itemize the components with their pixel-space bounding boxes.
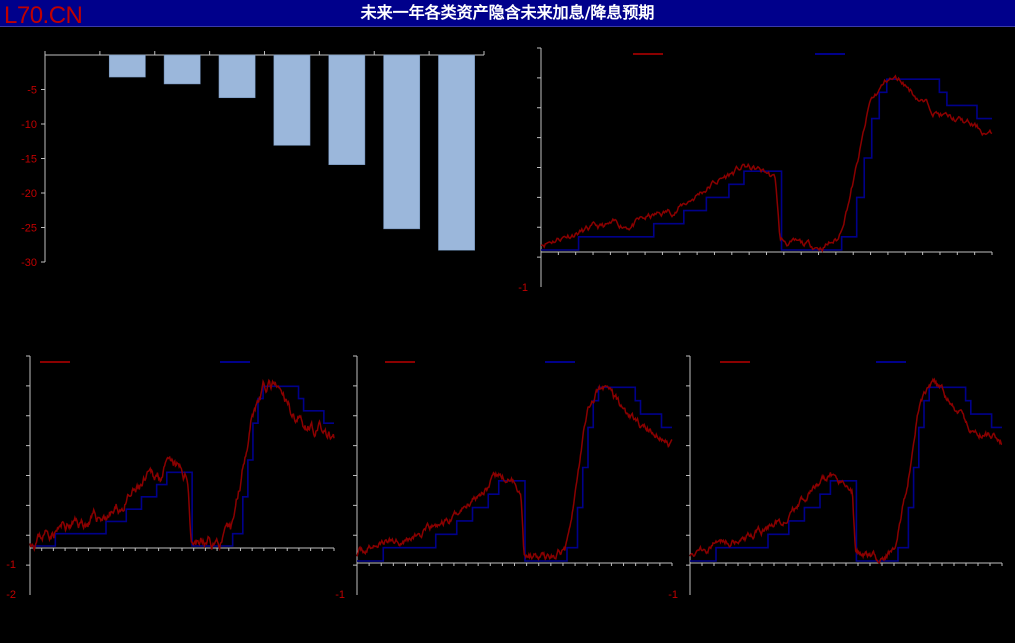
bar-y-tick-label: -5 bbox=[27, 85, 37, 97]
line-y-tick-label: -2 bbox=[6, 589, 16, 601]
implied-series-line bbox=[29, 378, 335, 552]
bar-y-tick-label: -10 bbox=[21, 119, 37, 131]
title-bar bbox=[0, 0, 1015, 27]
line-chart-2: -1 -2 bbox=[6, 355, 335, 601]
bar bbox=[218, 54, 256, 99]
step-series-line bbox=[690, 386, 1002, 562]
line-y-tick-label: -1 bbox=[335, 589, 345, 601]
step-series-line bbox=[357, 386, 672, 562]
bar bbox=[328, 54, 366, 165]
bar-chart: -5 -10 -15 -20 -25 -30 bbox=[21, 51, 485, 269]
step-series-line bbox=[541, 78, 992, 251]
line-chart-3: -1 bbox=[335, 355, 673, 601]
line-y-tick-label: -1 bbox=[6, 559, 16, 571]
implied-series-line bbox=[689, 377, 1003, 564]
bar bbox=[438, 54, 475, 251]
step-series-line bbox=[30, 385, 334, 547]
chart-title: 未来一年各类资产隐含未来加息/降息预期 bbox=[360, 3, 655, 22]
bar-y-tick-label: -20 bbox=[21, 188, 37, 200]
line-chart-1: -1 bbox=[518, 47, 993, 294]
bar bbox=[273, 54, 311, 146]
bar-y-tick-label: -25 bbox=[21, 223, 37, 235]
line-y-tick-label: -1 bbox=[518, 282, 528, 294]
bar bbox=[163, 54, 201, 85]
implied-series-line bbox=[356, 384, 673, 561]
line-y-tick-label: -1 bbox=[668, 589, 678, 601]
bar bbox=[108, 54, 146, 78]
site-logo: L70.CN bbox=[4, 2, 83, 29]
bar-y-tick-label: -30 bbox=[21, 257, 37, 269]
implied-series-line bbox=[540, 74, 993, 253]
line-chart-4: -1 bbox=[668, 355, 1003, 601]
bar-y-tick-label: -15 bbox=[21, 154, 37, 166]
bar bbox=[383, 54, 421, 230]
